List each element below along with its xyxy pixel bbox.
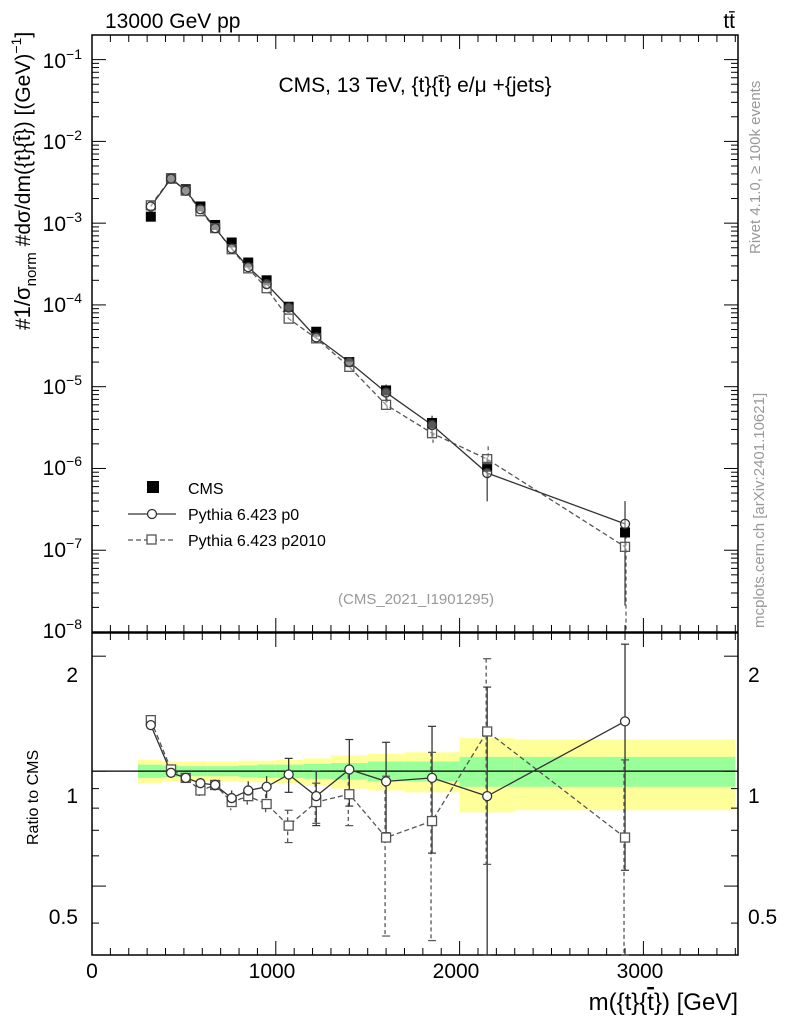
ratio-ytick-left-1: 1 [66,785,78,808]
ytick-1e-8: 10−8 [43,616,83,643]
ratio-p0-point-4 [209,779,221,791]
ratio-p0-point-1 [165,767,177,778]
legend-p2010-label: Pythia 6.423 p2010 [188,533,326,550]
p0-line [150,177,626,525]
ytick-1e-1: 10−1 [43,46,83,73]
xtick-3000: 3000 [617,960,664,983]
p0-point-4 [209,222,221,234]
analysis-watermark: (CMS_2021_I1901295) [338,591,494,608]
p2010-point-8 [283,313,294,324]
main-series [145,173,631,632]
ratio-p2010-point-7 [261,798,272,810]
ytick-1e-2: 10−2 [43,127,83,154]
rivet-version-label: Rivet 4.1.0, ≥ 100k events [747,81,764,254]
cms-point-9 [311,326,322,337]
ratio-y-axis-label: Ratio to CMS [25,750,42,845]
ratio-p0-point-11 [380,776,392,787]
main-y-tick-labels: 10−8 10−7 10−6 10−5 10−4 10−3 10−2 10−1 [43,46,83,643]
p2010-point-13 [482,453,493,465]
ratio-p0-point-10 [344,764,355,775]
ratio-ytick-left-2: 2 [66,664,78,687]
cms-point-1 [166,173,177,184]
p0-point-6 [243,261,254,273]
header-left-label: 13000 GeV pp [105,10,240,33]
ratio-plot-frame [91,632,739,956]
main-plot-frame [91,34,739,633]
cms-point-12 [427,417,438,428]
cms-point-8 [283,301,294,312]
cms-point-0 [145,211,156,222]
axis-ticks [91,34,738,955]
p2010-point-12 [426,428,438,439]
cms-point-2 [180,184,191,195]
cms-point-13 [482,461,493,472]
p2010-point-11 [380,399,392,410]
ratio-p0-point-2 [180,772,191,784]
ratio-p2010-point-14 [619,832,631,843]
main-y-axis-label: #1/σnorm #dσ/dm({t}{t̄}) [(GeV)−1] [8,32,40,330]
ratio-series [145,643,631,956]
ratio-p0-point-0 [145,719,156,731]
x-axis-label: m({t}{t}) [GeV] [589,989,738,1016]
legend-p0-label: Pythia 6.423 p0 [188,507,299,524]
ratio-p0-point-12 [426,772,438,784]
ratio-ytick-right-2: 2 [748,664,760,687]
chart-title: CMS, 13 TeV, {t}{t̄} e/μ +{jets} [278,74,551,97]
cms-point-5 [226,237,237,248]
legend-p0-marker [146,508,158,520]
p2010-point-14 [619,541,631,552]
ratio-ytick-right-1: 1 [748,785,760,808]
ytick-1e-3: 10−3 [43,209,83,236]
p0-point-11 [380,387,392,398]
ytick-1e-4: 10−4 [43,290,83,317]
legend-cms-marker [147,481,159,493]
ratio-ytick-left-0.5: 0.5 [49,906,78,929]
cms-point-7 [261,275,272,286]
xtick-1000: 1000 [249,960,296,983]
ratio-p0-point-3 [195,778,206,789]
ratio-p2010-point-8 [283,820,294,831]
legend: CMS Pythia 6.423 p0 Pythia 6.423 p2010 [128,481,326,550]
ratio-p0-point-9 [311,790,322,802]
xtick-2000: 2000 [433,960,480,983]
ratio-p2010-point-13 [482,726,493,737]
legend-p2010-marker [146,534,157,545]
ytick-1e-5: 10−5 [43,372,83,399]
ratio-p0-point-5 [226,792,237,804]
legend-cms-label: CMS [188,481,224,498]
x-tick-labels: 0 1000 2000 3000 [86,960,663,983]
p0-point-10 [344,356,355,368]
cms-point-4 [210,219,221,230]
p0-point-3 [195,204,206,215]
mcplots-label: mcplots.cern.ch [arXiv:2401.10621] [751,393,768,628]
ratio-p2010-point-12 [426,815,438,827]
p0-point-12 [426,419,438,431]
p0-point-14 [619,518,631,530]
cms-point-11 [381,385,392,396]
ratio-p0-point-8 [283,769,294,780]
xtick-0: 0 [86,960,98,983]
ratio-p2010-point-11 [380,832,392,843]
ytick-1e-6: 10−6 [43,453,83,480]
header-right-label: tt̄ [723,10,735,33]
ratio-p0-point-6 [243,785,254,796]
p0-point-13 [482,467,493,479]
p0-point-5 [226,243,237,254]
p0-point-0 [145,201,156,212]
p0-point-8 [283,302,294,313]
ratio-y-tick-labels: 2 1 0.5 2 1 0.5 [49,664,777,929]
p0-point-9 [311,332,322,343]
ratio-p2010-point-10 [344,789,355,800]
p0-point-2 [180,185,191,196]
p0-point-7 [261,278,272,290]
ratio-ytick-right-0.5: 0.5 [748,906,777,929]
ratio-p0-point-13 [482,790,493,802]
ytick-1e-7: 10−7 [43,535,83,562]
ratio-p0-point-14 [619,716,631,727]
cms-point-14 [620,527,631,538]
p0-point-1 [165,173,177,184]
ratio-p0-point-7 [261,781,272,792]
